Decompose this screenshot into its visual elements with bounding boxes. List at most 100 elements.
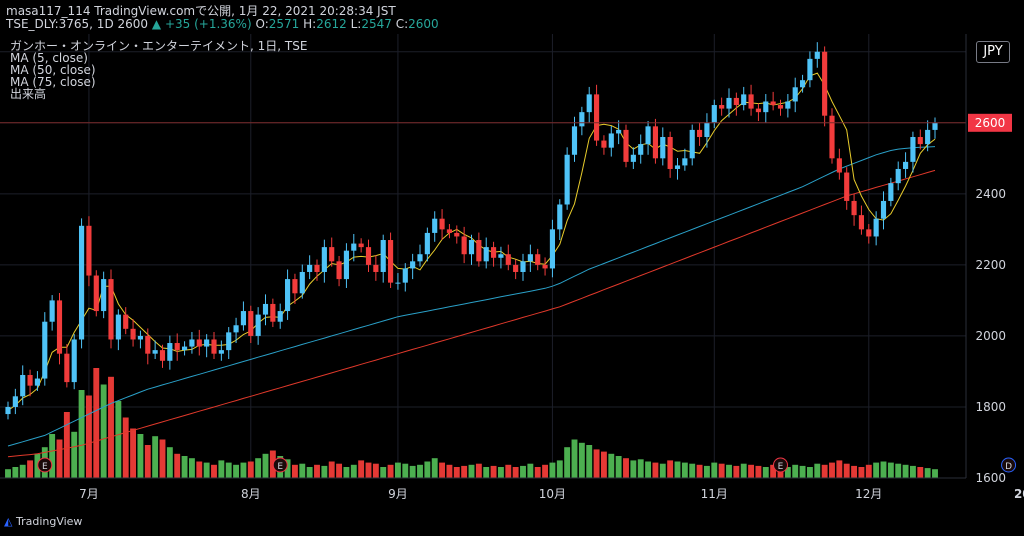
x-tick-label: 12月: [855, 487, 882, 501]
candle-body: [387, 240, 394, 283]
y-tick-label: 1800: [975, 400, 1006, 414]
candle-body: [888, 183, 894, 201]
candle-body: [204, 339, 210, 347]
candle-body: [513, 264, 519, 272]
volume-bar: [799, 465, 806, 478]
candle-body: [910, 137, 916, 162]
candle-body: [858, 215, 865, 230]
volume-bar: [556, 460, 563, 478]
candle-body: [917, 137, 923, 145]
candle-body: [498, 254, 504, 258]
candle-body: [49, 300, 55, 322]
volume-bar: [12, 467, 19, 478]
candle-body: [152, 350, 158, 354]
candle-body: [174, 343, 180, 351]
volume-bar: [402, 463, 409, 478]
candle-body: [851, 200, 857, 216]
event-marker-label: E: [277, 462, 283, 472]
volume-bar: [932, 469, 938, 478]
candle-body: [880, 200, 887, 219]
low-label: L:: [350, 17, 362, 31]
candle-body: [895, 168, 901, 184]
chart-legend: ガンホー・オンライン・エンターテイメント, 1日, TSE MA (5, clo…: [10, 40, 307, 100]
candle-body: [696, 129, 703, 138]
candle-body: [277, 311, 283, 322]
volume-bar: [85, 395, 92, 478]
volume-bar: [196, 461, 203, 478]
publish-info: masa117_114 TradingView.comで公開, 1月 22, 2…: [6, 4, 396, 18]
candle-body: [770, 101, 776, 106]
x-tick-label: 2021: [1014, 487, 1024, 501]
event-marker-label: E: [42, 462, 48, 472]
volume-bar: [696, 464, 703, 478]
candle-body: [86, 225, 92, 276]
y-tick-label: 2200: [975, 258, 1006, 272]
volume-bar: [49, 434, 56, 478]
event-marker: [272, 457, 288, 473]
volume-bar: [902, 464, 909, 478]
candle-body: [674, 165, 681, 169]
candle-body: [159, 350, 166, 361]
legend-ma50[interactable]: MA (50, close): [10, 63, 96, 77]
volume-bar: [152, 436, 159, 478]
volume-bar: [586, 445, 593, 478]
volume-bar: [608, 453, 615, 478]
volume-bar: [784, 467, 791, 478]
volume-bar: [247, 461, 254, 478]
volume-bar: [814, 463, 821, 478]
volume-bar: [27, 460, 34, 478]
currency-button[interactable]: JPY: [976, 41, 1010, 63]
candle-body: [262, 303, 269, 315]
volume-bar: [711, 462, 718, 478]
candle-body: [196, 339, 202, 347]
candle-body: [402, 268, 408, 283]
candle-body: [299, 271, 305, 294]
volume-bar: [78, 390, 85, 478]
volume-bar: [909, 465, 916, 478]
candle-body: [785, 101, 791, 109]
candle-body: [454, 232, 460, 237]
volume-bar: [718, 463, 725, 478]
volume-bar: [726, 464, 732, 478]
volume-bar: [865, 464, 872, 478]
volume-bar: [615, 456, 622, 478]
candle-body: [211, 339, 217, 354]
volume-bar: [740, 463, 747, 478]
candle-body: [56, 300, 63, 354]
candle-body: [814, 51, 820, 59]
candle-body: [645, 126, 651, 145]
volume-bar: [314, 464, 320, 478]
candle-body: [410, 261, 416, 269]
candle-body: [358, 243, 364, 248]
volume-bar: [836, 460, 843, 478]
candle-body: [748, 94, 754, 109]
legend-volume[interactable]: 出来高: [10, 87, 47, 101]
candle-body: [822, 51, 828, 116]
volume-bar: [343, 467, 350, 478]
candle-body: [93, 275, 99, 312]
x-tick-label: 7月: [79, 487, 99, 501]
candle-body: [5, 406, 11, 415]
volume-bar: [571, 439, 578, 478]
candle-body: [284, 279, 291, 312]
candle-body: [78, 225, 85, 340]
candle-body: [630, 154, 636, 162]
legend-ma5[interactable]: MA (5, close): [10, 51, 88, 65]
volume-bar: [821, 464, 828, 478]
open-value: 2571: [268, 17, 300, 31]
volume-bar: [130, 428, 137, 478]
candle-body: [373, 264, 379, 272]
y-tick-label: 2400: [975, 187, 1006, 201]
candle-body: [130, 328, 136, 340]
volume-bar: [321, 465, 328, 478]
candle-body: [549, 229, 556, 269]
candle-body: [763, 101, 769, 113]
legend-ma75[interactable]: MA (75, close): [10, 75, 96, 89]
candle-body: [137, 335, 144, 340]
volume-bar: [188, 458, 195, 478]
volume-bar: [328, 461, 335, 478]
volume-bar: [181, 456, 188, 478]
candle-body: [601, 140, 607, 148]
candle-body: [733, 97, 739, 106]
